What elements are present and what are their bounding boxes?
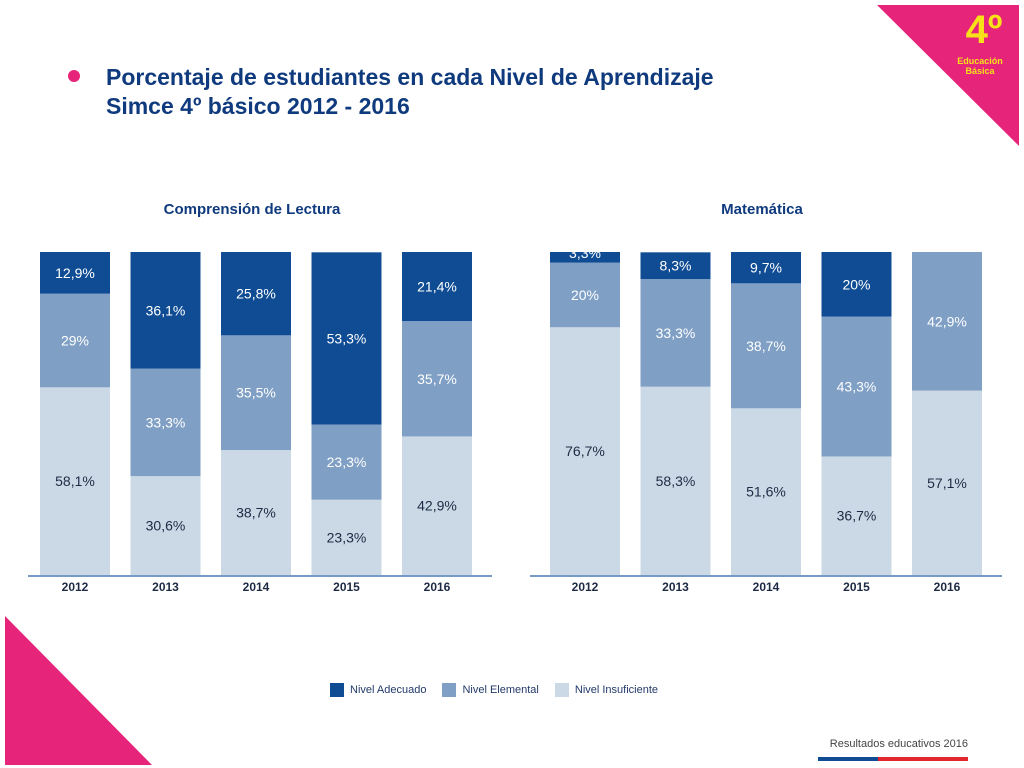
x-tick-matematica-2016: 2016 (934, 580, 961, 594)
page-title: Porcentaje de estudiantes en cada Nivel … (106, 63, 866, 121)
grade-badge-subtitle: Educación Básica (950, 56, 1010, 76)
x-tick-matematica-2014: 2014 (753, 580, 780, 594)
data-label-matematica-2012-insuficiente: 76,7% (565, 443, 605, 459)
bar-matematica-2013-adecuado (640, 252, 711, 280)
data-label-matematica-2014-elemental: 38,7% (746, 338, 786, 354)
badge-sub-line1: Educación (957, 56, 1003, 66)
bar-lectura-2014-elemental (221, 335, 291, 450)
data-label-lectura-2012-adecuado: 12,9% (55, 265, 95, 281)
bar-lectura-2013-adecuado (130, 252, 201, 369)
data-label-matematica-2016-insuficiente: 57,1% (927, 475, 967, 491)
footer-text: Resultados educativos 2016 (829, 738, 968, 750)
data-label-matematica-2014-insuficiente: 51,6% (746, 484, 786, 500)
badge-sub-line2: Básica (965, 66, 995, 76)
data-label-lectura-2013-insuficiente: 30,6% (146, 518, 186, 534)
bar-matematica-2013-elemental (640, 279, 711, 387)
data-label-lectura-2016-adecuado: 21,4% (417, 279, 457, 295)
footer-flag-stripe (818, 757, 968, 761)
legend-label-insuficiente: Nivel Insuficiente (574, 684, 659, 696)
chart-title-lectura: Comprensión de Lectura (164, 201, 341, 218)
bar-matematica-2014-adecuado (731, 252, 801, 284)
data-label-matematica-2013-elemental: 33,3% (656, 325, 696, 341)
data-label-lectura-2016-elemental: 35,7% (417, 371, 457, 387)
x-tick-matematica-2012: 2012 (572, 580, 599, 594)
bar-matematica-2012-elemental (550, 262, 620, 328)
data-label-lectura-2015-insuficiente: 23,3% (327, 529, 367, 545)
bottom-left-triangle (5, 616, 152, 765)
bar-matematica-2016-insuficiente (912, 390, 982, 575)
bar-matematica-2016-elemental (912, 252, 982, 391)
data-label-lectura-2016-insuficiente: 42,9% (417, 498, 457, 514)
data-label-lectura-2013-elemental: 33,3% (146, 414, 186, 430)
data-label-lectura-2014-elemental: 35,5% (236, 385, 276, 401)
chart-title-matematica: Matemática (721, 201, 803, 218)
bar-matematica-2014-elemental (731, 283, 801, 409)
bar-lectura-2015-insuficiente (311, 499, 382, 575)
bar-matematica-2012-adecuado (550, 252, 620, 263)
grade-badge: 4º (965, 8, 1003, 52)
x-tick-lectura-2016: 2016 (424, 580, 451, 594)
title-line-1: Porcentaje de estudiantes en cada Nivel … (106, 64, 714, 90)
bar-matematica-2015-elemental (821, 316, 892, 457)
top-right-triangle (877, 5, 1019, 146)
bar-lectura-2012-elemental (40, 293, 110, 388)
title-bullet (68, 70, 80, 82)
x-tick-matematica-2013: 2013 (662, 580, 689, 594)
bar-lectura-2016-elemental (402, 321, 472, 437)
legend-item-adecuado: Nivel Adecuado (330, 683, 426, 697)
legend-label-adecuado: Nivel Adecuado (350, 684, 427, 696)
legend-swatch-insuficiente (554, 683, 569, 697)
bar-matematica-2015-insuficiente (821, 456, 892, 575)
legend-item-elemental: Nivel Elemental (442, 683, 539, 697)
data-label-matematica-2012-elemental: 20% (571, 287, 599, 303)
bar-lectura-2014-adecuado (221, 252, 291, 336)
x-tick-lectura-2014: 2014 (243, 580, 270, 594)
data-label-lectura-2014-adecuado: 25,8% (236, 286, 276, 302)
bar-matematica-2015-adecuado (821, 252, 892, 317)
x-tick-lectura-2015: 2015 (333, 580, 360, 594)
bar-matematica-2014-insuficiente (731, 408, 801, 575)
title-line-2: Simce 4º básico 2012 - 2016 (106, 93, 410, 119)
data-label-lectura-2015-adecuado: 53,3% (327, 330, 367, 346)
bar-lectura-2013-elemental (130, 368, 201, 477)
data-label-matematica-2014-adecuado: 9,7% (750, 260, 782, 276)
data-label-lectura-2014-insuficiente: 38,7% (236, 504, 276, 520)
legend: Nivel Adecuado Nivel Elemental Nivel Ins… (330, 682, 666, 698)
bar-matematica-2013-insuficiente (640, 386, 711, 575)
data-label-matematica-2012-adecuado: 3,3% (569, 245, 601, 261)
data-label-matematica-2015-insuficiente: 36,7% (837, 508, 877, 524)
data-label-lectura-2013-adecuado: 36,1% (146, 302, 186, 318)
data-label-matematica-2015-elemental: 43,3% (837, 379, 877, 395)
bar-lectura-2015-adecuado (311, 252, 382, 425)
bar-lectura-2016-insuficiente (402, 436, 472, 575)
bar-lectura-2012-adecuado (40, 252, 110, 294)
legend-label-elemental: Nivel Elemental (462, 684, 539, 696)
data-label-lectura-2015-elemental: 23,3% (327, 454, 367, 470)
bar-lectura-2014-insuficiente (221, 449, 291, 575)
bar-lectura-2015-elemental (311, 424, 382, 500)
bar-lectura-2013-insuficiente (130, 476, 201, 575)
data-label-matematica-2015-adecuado: 20% (842, 276, 870, 292)
x-tick-matematica-2015: 2015 (843, 580, 870, 594)
legend-swatch-adecuado (330, 683, 344, 697)
bar-lectura-2016-adecuado (402, 252, 472, 322)
x-tick-lectura-2013: 2013 (152, 580, 179, 594)
data-label-lectura-2012-insuficiente: 58,1% (55, 473, 95, 489)
bar-lectura-2012-insuficiente (40, 387, 110, 575)
data-label-matematica-2013-adecuado: 8,3% (660, 258, 692, 274)
data-label-lectura-2012-elemental: 29% (61, 333, 89, 349)
data-label-matematica-2013-insuficiente: 58,3% (656, 473, 696, 489)
legend-item-insuficiente: Nivel Insuficiente (554, 683, 659, 697)
data-label-matematica-2016-elemental: 42,9% (927, 313, 967, 329)
legend-swatch-elemental (442, 683, 457, 697)
bar-matematica-2012-insuficiente (550, 327, 620, 575)
x-tick-lectura-2012: 2012 (62, 580, 89, 594)
